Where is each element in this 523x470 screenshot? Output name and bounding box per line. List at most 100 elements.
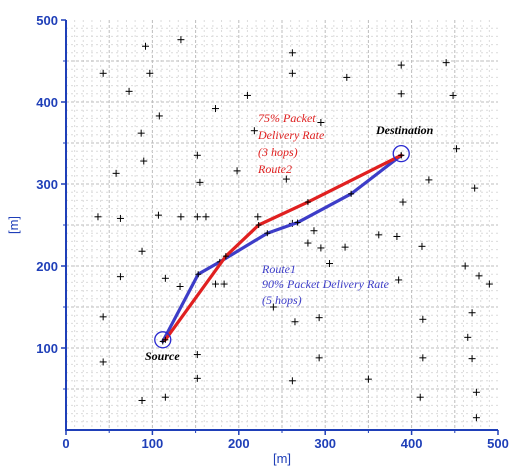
sensor-node (343, 73, 351, 81)
route2-annotation-line: Delivery Rate (257, 128, 325, 142)
sensor-node (193, 213, 201, 221)
sensor-node (310, 227, 318, 235)
sensor-node (419, 354, 427, 362)
sensor-node (94, 213, 102, 221)
sensor-node (453, 145, 461, 153)
y-axis-title: [m] (6, 216, 21, 234)
sensor-node (288, 49, 296, 57)
sensor-node (418, 242, 426, 250)
route1-annotation-line: Route1 (261, 262, 296, 276)
y-tick-label: 200 (36, 259, 58, 274)
sensor-node (471, 184, 479, 192)
sensor-node (375, 231, 383, 239)
route1-annotation-line: 90% Packet Delivery Rate (262, 277, 390, 291)
sensor-node (155, 112, 163, 120)
sensor-node (397, 90, 405, 98)
x-tick-label: 400 (401, 436, 423, 451)
route1-annotation: Route1 90% Packet Delivery Rate (5 hops) (261, 262, 392, 307)
sensor-node (315, 354, 323, 362)
sensor-node (254, 213, 262, 221)
route2-annotation-line: Route2 (257, 162, 292, 176)
route-hop-route2 (398, 152, 405, 159)
sensor-node (475, 272, 483, 280)
sensor-node (99, 313, 107, 321)
y-tick-label: 300 (36, 177, 58, 192)
sensor-node (317, 119, 325, 126)
sensor-node (395, 276, 403, 284)
sensor-node (317, 244, 325, 252)
sensor-node (99, 69, 107, 77)
sensor-node (315, 314, 323, 322)
sensor-node (288, 69, 296, 77)
sensor-node (193, 151, 201, 159)
sensor-node (138, 247, 146, 255)
y-tick-label: 500 (36, 13, 58, 28)
sensor-node (177, 213, 185, 221)
sensor-node (442, 59, 450, 67)
x-tick-label: 100 (142, 436, 164, 451)
sensor-node (233, 167, 241, 175)
sensor-node (288, 377, 296, 385)
sensor-node (250, 127, 258, 135)
sensor-node (464, 333, 472, 341)
sensor-node (341, 243, 349, 251)
sensor-node (154, 211, 162, 219)
sensor-node (282, 175, 290, 183)
sensor-node (137, 129, 145, 137)
sensor-node (140, 157, 148, 165)
sensor-node (243, 91, 251, 99)
route-hop-route1 (195, 271, 202, 278)
grid (66, 20, 498, 430)
x-tick-label: 200 (228, 436, 250, 451)
sensor-node (399, 198, 407, 206)
sensor-node (393, 232, 401, 240)
sensor-node (419, 315, 427, 323)
sensor-node (472, 414, 480, 422)
sensor-node (326, 260, 334, 268)
sensor-node (211, 280, 219, 288)
route-hop-route2 (162, 336, 169, 343)
sensor-node (176, 283, 184, 290)
sensor-node (116, 273, 124, 281)
sensor-node (397, 61, 405, 69)
y-tick-label: 100 (36, 341, 58, 356)
route2-annotation-line: (3 hops) (258, 145, 298, 159)
sensor-node (112, 169, 120, 177)
destination-label: Destination (375, 123, 434, 137)
sensor-node (146, 69, 154, 77)
sensor-node (193, 351, 201, 359)
endpoint-circle-source (154, 331, 172, 349)
sensor-node (304, 239, 312, 247)
x-tick-label: 500 (487, 436, 509, 451)
x-axis-title: [m] (273, 451, 291, 466)
sensor-node (416, 393, 424, 401)
sensor-node (196, 178, 204, 186)
x-tick-label: 300 (314, 436, 336, 451)
route2-annotation: 75% Packet Delivery Rate (3 hops) Route2 (257, 111, 327, 176)
sensor-node (364, 375, 372, 383)
sensor-node (472, 388, 480, 396)
route-hop-route2 (255, 222, 262, 228)
x-tick-label: 0 (62, 436, 69, 451)
sensor-node (141, 42, 149, 50)
sensor-nodes (94, 36, 493, 422)
sensor-node (177, 36, 185, 44)
source-label: Source (145, 349, 180, 363)
sensor-node (99, 358, 107, 366)
sensor-node (138, 396, 146, 404)
route1-annotation-line: (5 hops) (262, 293, 302, 307)
routes (159, 152, 405, 345)
route-hop-route2 (222, 253, 229, 260)
sensor-node (193, 374, 201, 382)
sensor-node (161, 393, 169, 401)
sensor-node (211, 105, 219, 113)
sensor-node (449, 91, 457, 99)
sensor-node (485, 280, 493, 288)
sensor-node (125, 87, 133, 95)
sensor-node (425, 176, 433, 184)
sensor-node (468, 355, 476, 363)
sensor-node (116, 214, 124, 222)
endpoint-markers (154, 145, 410, 349)
endpoint-circle-destination (392, 145, 410, 163)
sensor-node (161, 274, 169, 282)
